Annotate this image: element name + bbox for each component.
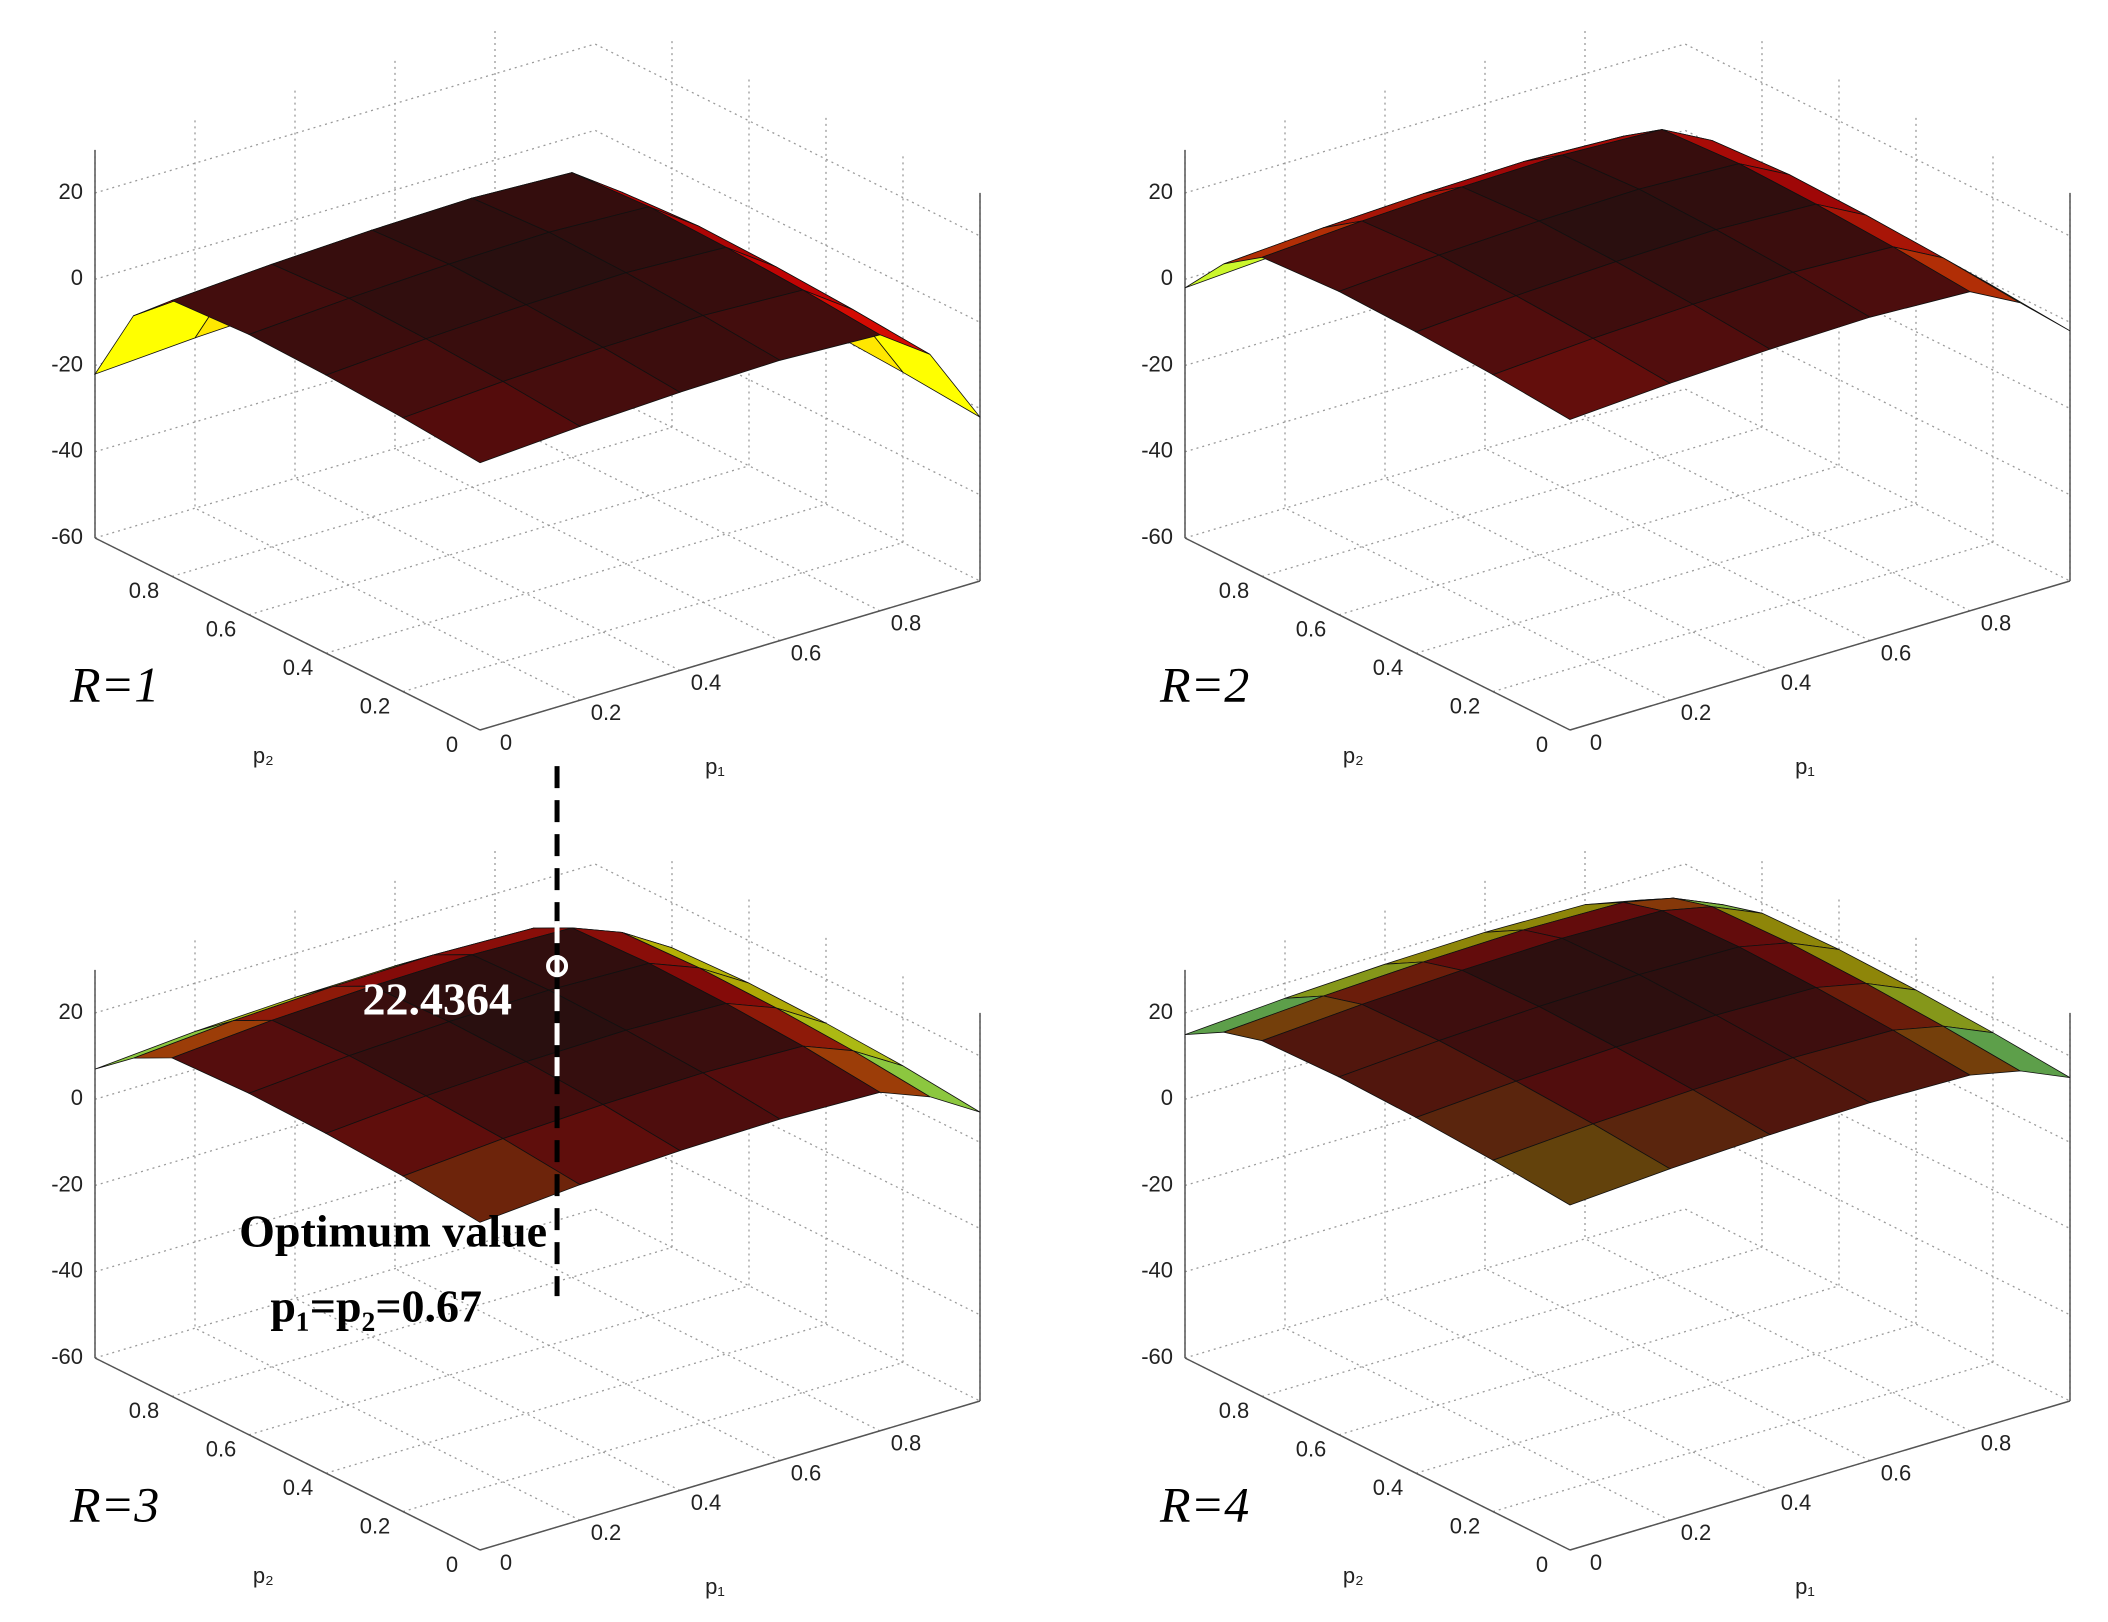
y-tick-label: 0 [1536, 732, 1548, 757]
surface-plot: -60 -40 -20 0 20 0 0.2 0.4 0.6 0.8 0 0.2 0.4 0.6 0.8 p₁… [51, 0, 981, 779]
y-tick-label: 0.8 [129, 1398, 160, 1423]
z-tick-label: 20 [1149, 179, 1173, 204]
x-tick-label: 0.2 [591, 1520, 622, 1545]
z-tick-label: -60 [1141, 1344, 1173, 1369]
z-tick-label: -60 [51, 1344, 83, 1369]
x-axis-label: p₁ [705, 1574, 725, 1599]
y-tick-label: 0.8 [1219, 1398, 1250, 1423]
x-tick-label: 0.8 [1981, 1431, 2012, 1456]
x-tick-label: 0.4 [1781, 670, 1812, 695]
axis-line [1184, 537, 1571, 731]
y-tick-label: 0.8 [129, 578, 160, 603]
surface-plot: -60 -40 -20 0 20 0 0.2 0.4 0.6 0.8 0 0.2 0.4 0.6 0.8 p₁… [51, 766, 981, 1599]
x-tick-label: 0.4 [691, 670, 722, 695]
z-tick-label: -20 [1141, 351, 1173, 376]
z-tick-label: 0 [71, 1085, 83, 1110]
z-tick-label: -40 [1141, 438, 1173, 463]
z-tick-label: 20 [59, 999, 83, 1024]
x-tick-label: 0 [500, 1550, 512, 1575]
z-tick-label: -40 [51, 438, 83, 463]
x-axis-label: p₁ [1795, 754, 1815, 779]
x-tick-label: 0 [500, 730, 512, 755]
y-tick-label: 0.2 [360, 693, 391, 718]
annotation: Optimum value [239, 1206, 547, 1257]
x-tick-label: 0 [1590, 1550, 1602, 1575]
x-axis-label: p₁ [1795, 1574, 1815, 1599]
annotation: 22.4364 [363, 974, 513, 1025]
y-tick-label: 0.6 [206, 617, 237, 642]
y-tick-label: 0.8 [1219, 578, 1250, 603]
x-tick-label: 0.4 [691, 1490, 722, 1515]
z-tick-label: -60 [1141, 524, 1173, 549]
optimum-point [546, 955, 569, 978]
x-tick-label: 0.6 [1881, 640, 1912, 665]
x-tick-label: 0.8 [891, 611, 922, 636]
z-tick-label: -60 [51, 524, 83, 549]
x-tick-label: 0.2 [591, 700, 622, 725]
y-tick-label: 0.4 [283, 655, 314, 680]
x-tick-label: 0.8 [1981, 611, 2012, 636]
y-tick-label: 0 [446, 732, 458, 757]
z-tick-label: 20 [59, 179, 83, 204]
y-tick-label: 0.6 [1296, 1437, 1327, 1462]
z-tick-label: 0 [1161, 1085, 1173, 1110]
panel-label: R=3 [69, 1476, 159, 1532]
y-axis-label: p₂ [253, 1563, 274, 1588]
surface-face [1492, 1123, 1671, 1206]
grid-line [325, 116, 827, 654]
axis-line [479, 1400, 981, 1551]
x-tick-label: 0 [1590, 730, 1602, 755]
x-tick-label: 0.2 [1681, 700, 1712, 725]
annotation: p₁=p₂=0.67 [270, 1281, 482, 1332]
surface-plot: -60 -40 -20 0 20 0 0.2 0.4 0.6 0.8 0 0.2 0.4 0.6 0.8 p₁… [1141, 820, 2071, 1599]
z-tick-label: -40 [1141, 1258, 1173, 1283]
surface-face [1492, 337, 1671, 420]
surface-face [402, 381, 581, 464]
panel-label: R=1 [69, 656, 159, 712]
y-tick-label: 0.4 [283, 1475, 314, 1500]
axis-line [479, 580, 981, 731]
panel-label: R=4 [1159, 1476, 1249, 1532]
axis-line [1569, 1400, 2071, 1551]
y-tick-label: 0 [1536, 1552, 1548, 1577]
axis-line [1569, 580, 2071, 731]
x-tick-label: 0.8 [891, 1431, 922, 1456]
surface-face [402, 1138, 581, 1223]
x-tick-label: 0.6 [791, 640, 822, 665]
z-tick-label: -20 [51, 351, 83, 376]
y-tick-label: 0.4 [1373, 1475, 1404, 1500]
x-tick-label: 0.6 [1881, 1460, 1912, 1485]
surface-plot: -60 -40 -20 0 20 0 0.2 0.4 0.6 0.8 0 0.2 0.4 0.6 0.8 p₁… [1141, 0, 2071, 779]
x-tick-label: 0.4 [1781, 1490, 1812, 1515]
y-axis-label: p₂ [1343, 1563, 1364, 1588]
z-tick-label: -20 [1141, 1171, 1173, 1196]
y-tick-label: 0.2 [1450, 693, 1481, 718]
grid-line [248, 77, 750, 616]
panel-label: R=2 [1159, 656, 1249, 712]
axis-line [94, 537, 481, 731]
z-tick-label: 0 [71, 265, 83, 290]
x-tick-label: 0.6 [791, 1460, 822, 1485]
axis-line [1184, 1357, 1571, 1551]
x-axis-label: p₁ [705, 754, 725, 779]
z-tick-label: 20 [1149, 999, 1173, 1024]
y-tick-label: 0.4 [1373, 655, 1404, 680]
y-tick-label: 0.6 [1296, 617, 1327, 642]
z-tick-label: 0 [1161, 265, 1173, 290]
x-tick-label: 0.2 [1681, 1520, 1712, 1545]
y-tick-label: 0.2 [360, 1513, 391, 1538]
y-axis-label: p₂ [253, 743, 274, 768]
axis-line [94, 1357, 481, 1551]
y-tick-label: 0 [446, 1552, 458, 1577]
y-tick-label: 0.2 [1450, 1513, 1481, 1538]
z-tick-label: -40 [51, 1258, 83, 1283]
y-tick-label: 0.6 [206, 1437, 237, 1462]
y-axis-label: p₂ [1343, 743, 1364, 768]
z-tick-label: -20 [51, 1171, 83, 1196]
